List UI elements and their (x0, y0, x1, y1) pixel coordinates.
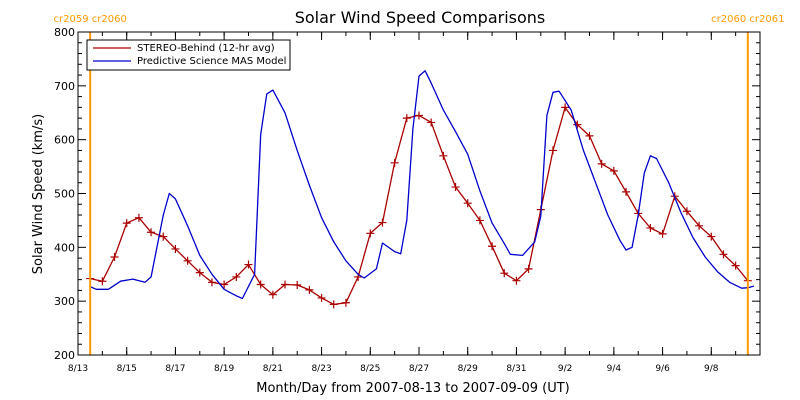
series-point-0 (378, 218, 387, 227)
series-point-0 (609, 166, 618, 175)
x-axis: 8/13 8/15 8/17 8/19 8/21 8/23 8/25 8/27 8/29 8/31… (68, 32, 761, 374)
x-tick-label: 8/25 (360, 364, 380, 374)
series-point-0 (317, 293, 326, 302)
chart-title: Solar Wind Speed Comparisons (295, 8, 546, 27)
series-point-0 (439, 151, 448, 160)
x-tick-label: 8/29 (458, 364, 478, 374)
x-tick-label: 9/2 (558, 364, 572, 374)
series-point-0 (402, 114, 411, 123)
series-point-0 (195, 268, 204, 277)
plot-marks (86, 32, 755, 355)
series-line-1 (89, 70, 755, 300)
series-point-0 (585, 131, 594, 140)
series-point-0 (244, 260, 253, 269)
series-point-0 (719, 250, 728, 259)
series-point-0 (232, 272, 241, 281)
series-point-0 (475, 216, 484, 225)
y-tick-label: 300 (54, 295, 75, 308)
series-point-0 (427, 118, 436, 127)
series-point-0 (147, 228, 156, 237)
x-tick-label: 8/21 (263, 364, 283, 374)
series-point-0 (305, 285, 314, 294)
series-point-0 (500, 269, 509, 278)
x-tick-label: 8/23 (311, 364, 331, 374)
series-point-0 (695, 221, 704, 230)
series-point-0 (220, 280, 229, 289)
series-point-0 (658, 229, 667, 238)
series-point-0 (98, 277, 107, 286)
series-point-0 (366, 229, 375, 238)
series-point-0 (524, 264, 533, 273)
y-tick-label: 700 (54, 80, 75, 93)
series-point-0 (207, 278, 216, 287)
x-tick-label: 8/27 (409, 364, 429, 374)
series-point-0 (390, 158, 399, 167)
series-point-0 (488, 242, 497, 251)
series-point-0 (293, 281, 302, 290)
series-point-0 (731, 261, 740, 270)
series-point-0 (622, 187, 631, 196)
x-axis-label: Month/Day from 2007-08-13 to 2007-09-09 … (256, 381, 569, 396)
x-tick-label: 8/15 (117, 364, 137, 374)
x-tick-label: 8/17 (165, 364, 185, 374)
y-tick-label: 600 (54, 134, 75, 147)
x-tick-label: 8/31 (506, 364, 526, 374)
series-point-0 (597, 159, 606, 168)
y-axis-label: Solar Wind Speed (km/s) (31, 114, 46, 274)
carrington-label: cr2059 cr2060 (54, 14, 127, 25)
legend: STEREO-Behind (12-hr avg) Predictive Sci… (86, 39, 291, 71)
carrington-label: cr2060 cr2061 (711, 14, 784, 25)
y-tick-label: 800 (54, 26, 75, 39)
y-tick-label: 200 (54, 349, 75, 362)
series-point-0 (256, 280, 265, 289)
legend-label-mas: Predictive Science MAS Model (137, 56, 286, 67)
carrington-labels: cr2059 cr2060 cr2060 cr2061 (54, 14, 785, 25)
series-point-0 (183, 256, 192, 265)
series-point-0 (682, 207, 691, 216)
series-point-0 (268, 290, 277, 299)
x-tick-label: 9/6 (655, 364, 670, 374)
series-point-0 (134, 213, 143, 222)
series-point-0 (451, 183, 460, 192)
series-point-0 (110, 253, 119, 262)
series-point-0 (646, 223, 655, 232)
series-point-0 (561, 103, 570, 112)
series-point-0 (573, 120, 582, 129)
series-point-0 (463, 199, 472, 208)
series-point-0 (281, 280, 290, 289)
series-point-0 (171, 244, 180, 253)
y-tick-label: 400 (54, 241, 75, 254)
series-point-0 (415, 111, 423, 120)
series-point-0 (329, 300, 338, 309)
x-tick-label: 8/19 (214, 364, 234, 374)
series-point-0 (548, 146, 557, 155)
y-axis: 200 300 400 500 600 700 800 (54, 26, 760, 362)
legend-label-stereo: STEREO-Behind (12-hr avg) (137, 43, 275, 54)
series-point-0 (707, 232, 716, 241)
series-point-0 (159, 232, 168, 241)
series-point-0 (341, 298, 350, 307)
y-tick-label: 500 (54, 188, 75, 201)
x-tick-label: 9/4 (607, 364, 622, 374)
x-tick-label: 9/8 (704, 364, 719, 374)
series-point-0 (122, 219, 131, 228)
series-point-0 (512, 276, 521, 285)
legend-box (86, 39, 291, 71)
x-tick-label: 8/13 (68, 364, 88, 374)
